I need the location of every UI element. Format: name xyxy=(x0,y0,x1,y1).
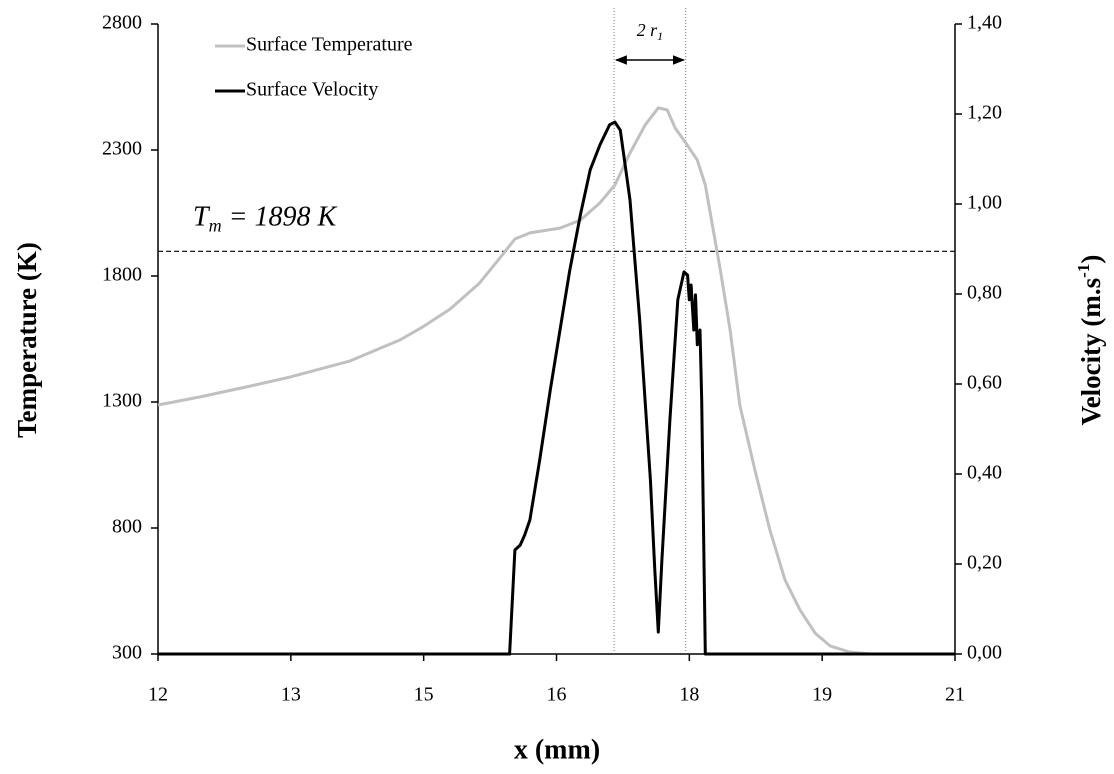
y2-title-close: ) xyxy=(1076,255,1106,264)
y2-title-text: Velocity (m.s xyxy=(1076,278,1106,425)
x-tick-label: 21 xyxy=(945,684,965,706)
melt-label: Tm = 1898 K xyxy=(193,202,337,236)
y-axis-title: Temperature (K) xyxy=(12,242,42,438)
y2-tick-label: 0,80 xyxy=(967,282,1002,304)
series-line xyxy=(157,106,955,656)
y2-title-sup: -1 xyxy=(1074,264,1093,278)
x-tick-label: 16 xyxy=(547,684,567,706)
radius-label: 2 r1 xyxy=(637,20,664,43)
legend-label: Surface Velocity xyxy=(246,79,378,101)
x-tick-label: 13 xyxy=(281,684,301,706)
y-tick-label: 1300 xyxy=(102,390,142,412)
x-tick-label: 12 xyxy=(148,684,168,706)
y2-tick-label: 1,00 xyxy=(967,192,1002,214)
y2-tick-label: 0,20 xyxy=(967,552,1002,574)
y2-tick-label: 0,00 xyxy=(967,642,1002,664)
y2-axis-title: Velocity (m.s-1) xyxy=(1074,255,1106,426)
y-tick-label: 1800 xyxy=(102,264,142,286)
y-tick-label: 800 xyxy=(112,516,142,538)
x-axis-title: x (mm) xyxy=(514,734,600,765)
y2-tick-label: 1,40 xyxy=(967,12,1002,34)
melt-symbol: T xyxy=(193,202,211,233)
y-tick-label: 2300 xyxy=(102,138,142,160)
y2-tick-label: 0,40 xyxy=(967,462,1002,484)
series-line xyxy=(158,120,955,656)
x-tick-label: 19 xyxy=(812,684,832,706)
y2-tick-label: 1,20 xyxy=(967,102,1002,124)
y-tick-label: 300 xyxy=(112,642,142,664)
radius-sub: 1 xyxy=(657,29,663,43)
x-tick-label: 15 xyxy=(414,684,434,706)
x-tick-label: 18 xyxy=(679,684,699,706)
y2-tick-label: 0,60 xyxy=(967,372,1002,394)
y-tick-label: 2800 xyxy=(102,12,142,34)
legend-label: Surface Temperature xyxy=(246,34,413,56)
melt-text: = 1898 K xyxy=(222,202,338,233)
radius-symbol: 2 r xyxy=(637,20,659,40)
melt-sub: m xyxy=(209,215,222,235)
